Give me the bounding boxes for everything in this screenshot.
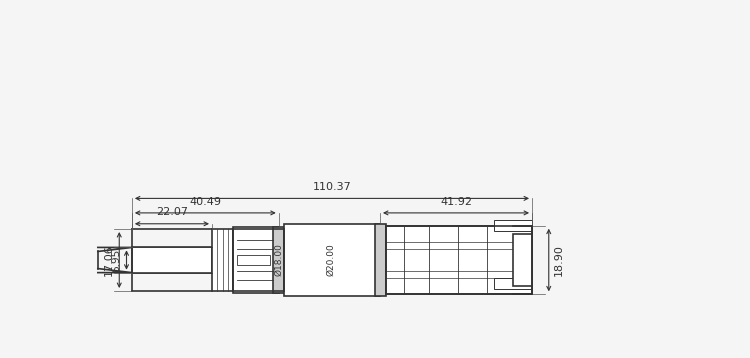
Text: Ø18.00: Ø18.00 xyxy=(274,243,284,276)
Text: 17.06: 17.06 xyxy=(104,244,114,276)
Text: Ø20.00: Ø20.00 xyxy=(327,244,336,276)
Text: 40.49: 40.49 xyxy=(189,197,221,207)
Text: 110.37: 110.37 xyxy=(313,182,351,192)
Bar xyxy=(386,226,532,294)
Text: 22.07: 22.07 xyxy=(156,207,188,217)
Bar xyxy=(237,255,270,266)
Bar xyxy=(233,229,284,291)
Bar xyxy=(494,220,532,231)
Bar xyxy=(273,227,284,292)
Bar xyxy=(284,224,380,296)
Text: 18.90: 18.90 xyxy=(554,244,564,276)
Bar xyxy=(132,247,212,272)
Bar xyxy=(233,227,279,292)
Bar xyxy=(512,234,532,286)
Text: 41.92: 41.92 xyxy=(440,197,472,207)
Bar xyxy=(494,278,532,289)
Bar xyxy=(212,229,233,291)
Text: 6.95: 6.95 xyxy=(112,248,122,272)
Bar xyxy=(375,224,386,296)
Bar xyxy=(386,226,532,294)
